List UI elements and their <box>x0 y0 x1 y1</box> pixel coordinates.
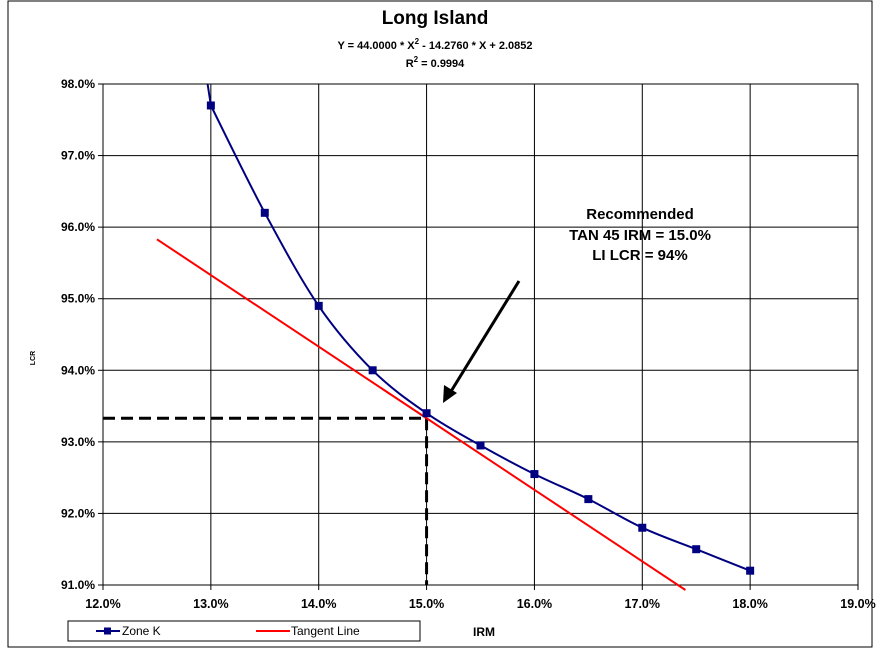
annotation-line-1: Recommended <box>586 206 694 223</box>
data-point-zone-k <box>260 208 269 217</box>
x-tick-label: 16.0% <box>517 597 552 611</box>
data-point-zone-k <box>206 101 215 110</box>
x-axis-ticks: 12.0% 13.0% 14.0% 15.0% 16.0% 17.0% 18.0% 19.0% <box>85 585 876 611</box>
y-tick-label: 96.0% <box>61 220 95 234</box>
chart-title: Long Island <box>382 8 489 29</box>
data-point-zone-k <box>368 366 377 375</box>
annotation-line-3: LI LCR = 94% <box>592 247 687 264</box>
data-point-zone-k <box>476 441 485 450</box>
chart-border <box>7 0 873 648</box>
data-point-zone-k <box>530 470 539 479</box>
y-tick-label: 94.0% <box>61 363 95 377</box>
y-tick-label: 91.0% <box>61 578 95 592</box>
x-tick-label: 19.0% <box>840 597 875 611</box>
y-tick-label: 95.0% <box>61 292 95 306</box>
y-axis-ticks: 98.0% 97.0% 96.0% 95.0% 94.0% 93.0% 92.0% 91.0% <box>61 77 103 592</box>
legend-box <box>67 620 421 642</box>
series-line-zone-k <box>206 83 751 572</box>
y-tick-label: 98.0% <box>61 77 95 91</box>
x-tick-label: 13.0% <box>193 597 228 611</box>
reference-lines <box>103 416 429 585</box>
data-point-zone-k <box>692 545 701 554</box>
data-point-zone-k <box>638 523 647 532</box>
data-point-zone-k <box>422 409 431 418</box>
legend-label-tangent: Tangent Line <box>291 624 360 638</box>
annotation-line-2: TAN 45 IRM = 15.0% <box>569 227 711 244</box>
y-tick-label: 92.0% <box>61 506 95 520</box>
legend: Zone K Tangent Line <box>67 620 421 642</box>
annotation-arrow-head <box>443 385 457 403</box>
data-point-zone-k <box>584 495 593 504</box>
series-layer <box>156 83 755 591</box>
legend-label-zone-k: Zone K <box>122 624 161 638</box>
y-tick-label: 97.0% <box>61 149 95 163</box>
x-tick-label: 17.0% <box>625 597 660 611</box>
grid-lines <box>103 84 858 585</box>
data-point-zone-k <box>314 301 323 310</box>
legend-marker-zone-k <box>104 627 111 635</box>
x-axis-label: IRM <box>473 625 495 639</box>
x-tick-label: 14.0% <box>301 597 336 611</box>
y-tick-label: 93.0% <box>61 435 95 449</box>
tangent-line <box>156 238 686 591</box>
x-tick-label: 18.0% <box>732 597 767 611</box>
plot-background <box>102 83 859 586</box>
plot-area: 98.0% 97.0% 96.0% 95.0% 94.0% 93.0% 92.0% 91.0%… <box>61 77 876 611</box>
x-tick-label: 12.0% <box>85 597 120 611</box>
x-tick-label: 15.0% <box>409 597 444 611</box>
y-axis-label: LCR <box>30 351 37 365</box>
chart-equation: Y = 44.0000 * X2 - 14.2760 * X + 2.0852 <box>337 37 532 52</box>
data-point-zone-k <box>746 566 755 575</box>
annotation-arrow-shaft <box>448 280 521 394</box>
chart-r-squared: R2 = 0.9994 <box>406 55 465 70</box>
annotation: Recommended TAN 45 IRM = 15.0% LI LCR = … <box>443 206 711 403</box>
